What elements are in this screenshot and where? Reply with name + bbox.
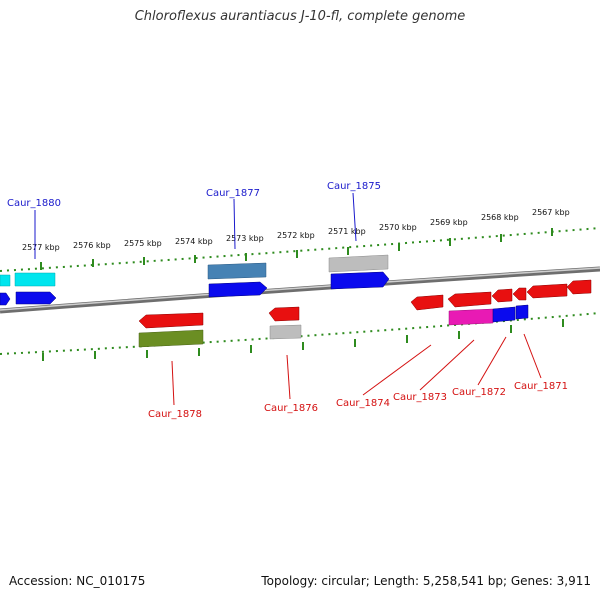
gene-arrow[interactable] <box>15 291 57 305</box>
leader-line <box>523 333 542 379</box>
scale-label-2575: 2575 kbp <box>124 239 162 248</box>
gene-arrow[interactable] <box>410 294 444 311</box>
gene-arrow[interactable] <box>328 254 389 273</box>
gene-label-caur-1871[interactable]: Caur_1871 <box>514 381 568 392</box>
scale-label-2574: 2574 kbp <box>175 237 213 246</box>
gene-label-caur-1872[interactable]: Caur_1872 <box>452 387 506 398</box>
gene-label-caur-1876[interactable]: Caur_1876 <box>264 403 318 414</box>
leader-lines <box>34 192 542 406</box>
gene-arrow[interactable] <box>515 304 529 320</box>
gene-arrow[interactable] <box>0 292 11 306</box>
leader-line <box>477 336 507 386</box>
gene-arrow[interactable] <box>330 271 390 290</box>
genome-backbone-highlight <box>0 267 600 311</box>
gene-label-caur-1878[interactable]: Caur_1878 <box>148 409 202 420</box>
gene-arrow[interactable] <box>0 274 11 287</box>
gene-arrow[interactable] <box>566 279 592 295</box>
scale-label-2572: 2572 kbp <box>277 231 315 240</box>
leader-line <box>286 354 291 400</box>
gene-arrow[interactable] <box>14 272 56 287</box>
leader-line <box>419 339 475 391</box>
gene-arrow[interactable] <box>491 288 513 303</box>
gene-arrow[interactable] <box>268 306 300 322</box>
gene-arrow[interactable] <box>138 312 204 329</box>
scale-label-2569: 2569 kbp <box>430 218 468 227</box>
gene-label-caur-1873[interactable]: Caur_1873 <box>393 392 447 403</box>
gene-arrow[interactable] <box>207 262 267 280</box>
gene-label-caur-1877[interactable]: Caur_1877 <box>206 188 260 199</box>
upper-strand-genes <box>0 254 390 306</box>
gene-labels: Caur_1880 Caur_1877 Caur_1875 Caur_1878 … <box>7 181 568 420</box>
scale-label-2576: 2576 kbp <box>73 241 111 250</box>
genome-backbone <box>0 266 600 314</box>
gene-label-caur-1875[interactable]: Caur_1875 <box>327 181 381 192</box>
upper-scale: 2577 kbp 2576 kbp 2575 kbp 2574 kbp 2573… <box>0 208 600 272</box>
lower-strand-genes <box>138 279 592 348</box>
leader-line <box>352 192 357 242</box>
scale-label-2568: 2568 kbp <box>481 213 519 222</box>
genome-summary-text: Topology: circular; Length: 5,258,541 bp… <box>261 574 591 588</box>
scale-label-2570: 2570 kbp <box>379 223 417 232</box>
gene-label-caur-1880[interactable]: Caur_1880 <box>7 198 61 209</box>
gene-arrow[interactable] <box>512 287 527 301</box>
gene-arrow[interactable] <box>492 306 516 323</box>
gene-label-caur-1874[interactable]: Caur_1874 <box>336 398 390 409</box>
leader-line <box>362 344 432 396</box>
lower-scale <box>0 312 600 361</box>
gene-arrow[interactable] <box>208 281 268 298</box>
scale-label-2577: 2577 kbp <box>22 243 60 252</box>
genome-title: Chloroflexus aurantiacus J-10-fl, comple… <box>134 9 466 24</box>
accession-text: Accession: NC_010175 <box>9 574 146 588</box>
lower-scale-line <box>0 312 600 355</box>
gene-arrow[interactable] <box>138 329 204 348</box>
scale-label-2573: 2573 kbp <box>226 234 264 243</box>
gene-arrow[interactable] <box>269 324 302 340</box>
gene-arrow[interactable] <box>447 291 492 308</box>
leader-line <box>171 360 175 406</box>
gene-arrow[interactable] <box>526 283 568 299</box>
upper-scale-line <box>0 227 600 272</box>
scale-label-2567: 2567 kbp <box>532 208 570 217</box>
gene-arrow[interactable] <box>448 308 494 326</box>
scale-label-2571: 2571 kbp <box>328 227 366 236</box>
leader-line <box>233 198 236 250</box>
